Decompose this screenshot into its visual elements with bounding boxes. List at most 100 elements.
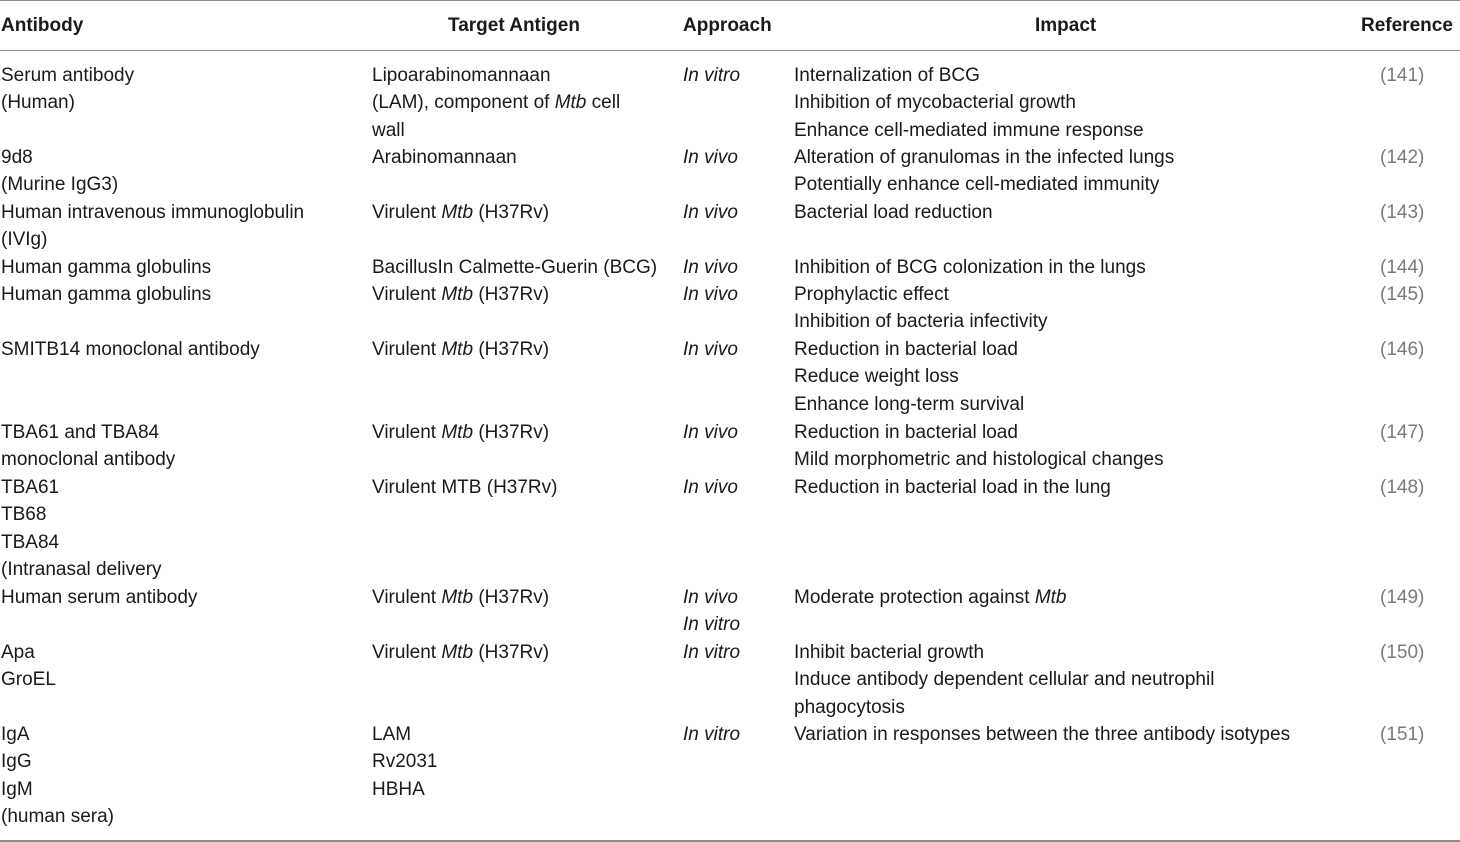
- antibody-cell-line: TBA61 and TBA84: [1, 422, 160, 443]
- header-approach: Approach: [683, 15, 772, 36]
- impact-cell: Reduction in bacterial load Mild morphome…: [794, 419, 1314, 474]
- target-antigen-cell: Virulent Mtb (H37Rv): [372, 584, 672, 611]
- impact-cell-line: Reduction in bacterial load: [794, 422, 1018, 443]
- reference-cell[interactable]: (147): [1380, 422, 1425, 443]
- antibody-cell-line: SMITB14 monoclonal antibody: [1, 339, 260, 360]
- approach-cell: In vivo: [683, 144, 783, 171]
- approach-cell: In vivo: [683, 281, 783, 308]
- antibody-cell-line: IgG: [1, 751, 32, 773]
- antibody-cell: Apa GroEL: [1, 639, 361, 694]
- approach-cell: In vivo: [683, 336, 783, 363]
- impact-cell-line: Reduce weight loss: [794, 366, 959, 388]
- approach-cell-line: In vivo: [683, 422, 738, 443]
- target-antigen-cell: Arabinomannaan: [372, 144, 672, 171]
- antibody-cell-line: (Human): [1, 92, 75, 114]
- target-antigen-cell-line: Lipoarabinomannaan: [372, 65, 551, 86]
- target-antigen-cell: Virulent Mtb (H37Rv): [372, 199, 672, 226]
- target-antigen-cell-line: Virulent Mtb (H37Rv): [372, 284, 550, 305]
- approach-cell-line: In vivo: [683, 587, 738, 608]
- impact-cell-line: Bacterial load reduction: [794, 202, 993, 223]
- approach-cell-line: In vitro: [683, 614, 741, 636]
- target-antigen-cell: BacillusIn Calmette-Guerin (BCG): [372, 254, 672, 281]
- antibody-cell-line: Human serum antibody: [1, 587, 198, 608]
- top-rule: [0, 0, 1460, 1]
- antibody-cell: Human gamma globulins: [1, 254, 361, 281]
- impact-cell-line: Alteration of granulomas in the infected…: [794, 147, 1175, 168]
- target-antigen-cell-line: Virulent Mtb (H37Rv): [372, 587, 550, 608]
- antibody-cell-line: GroEL: [1, 669, 56, 691]
- reference-cell[interactable]: (151): [1380, 724, 1425, 745]
- impact-cell-line: Mild morphometric and histological chang…: [794, 449, 1164, 471]
- impact-cell-line: Reduction in bacterial load: [794, 339, 1018, 360]
- antibody-cell: SMITB14 monoclonal antibody: [1, 336, 361, 363]
- target-antigen-cell-line: LAM: [372, 724, 412, 745]
- reference-cell[interactable]: (148): [1380, 477, 1425, 498]
- antibody-cell-line: Human intravenous immunoglobulin: [1, 202, 305, 223]
- reference-cell[interactable]: (144): [1380, 257, 1425, 278]
- approach-cell: In vivo In vitro: [683, 584, 783, 639]
- reference-cell[interactable]: (142): [1380, 147, 1425, 168]
- antibody-cell: IgA IgG IgM (human sera): [1, 721, 361, 831]
- target-antigen-cell-line: Rv2031: [372, 751, 438, 773]
- impact-cell-line: Inhibition of mycobacterial growth: [794, 92, 1076, 114]
- antibody-cell: 9d8 (Murine IgG3): [1, 144, 361, 199]
- reference-cell[interactable]: (146): [1380, 339, 1425, 360]
- approach-cell: In vivo: [683, 199, 783, 226]
- reference-cell[interactable]: (150): [1380, 642, 1425, 663]
- antibody-cell-line: TBA84: [1, 531, 60, 553]
- target-antigen-cell-line: Virulent MTB (H37Rv): [372, 477, 558, 498]
- antibody-cell-line: 9d8: [1, 147, 33, 168]
- target-antigen-cell-line: Virulent Mtb (H37Rv): [372, 202, 550, 223]
- impact-cell-line: Reduction in bacterial load in the lung: [794, 477, 1111, 498]
- antibody-cell: Human intravenous immunoglobulin (IVIg): [1, 199, 361, 254]
- reference-cell[interactable]: (145): [1380, 284, 1425, 305]
- impact-cell: Alteration of granulomas in the infected…: [794, 144, 1314, 199]
- reference-cell[interactable]: (141): [1380, 65, 1425, 86]
- antibody-cell-line: (human sera): [1, 806, 114, 828]
- antibody-cell-line: Human gamma globulins: [1, 257, 212, 278]
- antibody-cell: TBA61 TB68 TBA84 (Intranasal delivery: [1, 474, 361, 584]
- target-antigen-cell-line: HBHA: [372, 778, 425, 800]
- antibody-cell-line: TBA61: [1, 477, 60, 498]
- approach-cell-line: In vivo: [683, 147, 738, 168]
- impact-cell-line: Enhance cell-mediated immune response: [794, 119, 1144, 141]
- impact-cell-line: phagocytosis: [794, 696, 905, 718]
- antibody-cell-line: TB68: [1, 504, 47, 526]
- impact-cell-line: Induce antibody dependent cellular and n…: [794, 669, 1215, 691]
- header-reference: Reference: [1361, 15, 1453, 36]
- antibody-cell-line: IgM: [1, 778, 33, 800]
- approach-cell: In vitro: [683, 721, 783, 748]
- target-antigen-cell: Virulent Mtb (H37Rv): [372, 639, 672, 666]
- impact-cell-line: Internalization of BCG: [794, 65, 980, 86]
- approach-cell-line: In vivo: [683, 257, 738, 278]
- target-antigen-cell-line: Virulent Mtb (H37Rv): [372, 642, 550, 663]
- impact-cell: Inhibit bacterial growth Induce antibody …: [794, 639, 1314, 721]
- approach-cell-line: In vivo: [683, 339, 738, 360]
- bottom-rule: [0, 840, 1460, 842]
- impact-cell: Moderate protection against Mtb: [794, 584, 1314, 611]
- target-antigen-cell-line: Arabinomannaan: [372, 147, 517, 168]
- reference-cell[interactable]: (143): [1380, 202, 1425, 223]
- approach-cell-line: In vitro: [683, 642, 741, 663]
- impact-cell-line: Inhibit bacterial growth: [794, 642, 985, 663]
- target-antigen-cell: Virulent MTB (H37Rv): [372, 474, 672, 501]
- target-antigen-cell-line: BacillusIn Calmette-Guerin (BCG): [372, 257, 658, 278]
- antibody-cell-line: IgA: [1, 724, 30, 745]
- target-antigen-cell-line: wall: [372, 119, 405, 141]
- impact-cell-line: Inhibition of bacteria infectivity: [794, 311, 1048, 333]
- header-antibody: Antibody: [1, 15, 84, 36]
- antibody-cell: Human serum antibody: [1, 584, 361, 611]
- impact-cell: Reduction in bacterial load in the lung: [794, 474, 1314, 501]
- target-antigen-cell: LAM Rv2031 HBHA: [372, 721, 672, 803]
- approach-cell-line: In vivo: [683, 284, 738, 305]
- approach-cell: In vitro: [683, 62, 783, 89]
- header-target-antigen: Target Antigen: [448, 15, 580, 36]
- target-antigen-cell: Virulent Mtb (H37Rv): [372, 419, 672, 446]
- antibody-cell-line: Serum antibody: [1, 65, 135, 86]
- reference-cell[interactable]: (149): [1380, 587, 1425, 608]
- impact-cell-line: Inhibition of BCG colonization in the lu…: [794, 257, 1146, 278]
- target-antigen-cell-line: Virulent Mtb (H37Rv): [372, 339, 550, 360]
- target-antigen-cell-line: Virulent Mtb (H37Rv): [372, 422, 550, 443]
- antibody-cell: Human gamma globulins: [1, 281, 361, 308]
